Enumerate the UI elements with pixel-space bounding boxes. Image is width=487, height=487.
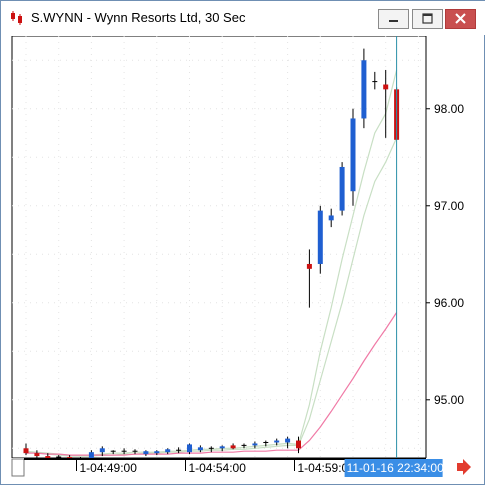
- candlestick-chart[interactable]: 98.00 97.00 96.00 95.00: [10, 36, 478, 458]
- candle-up: [285, 438, 291, 443]
- y-tick-label: 95.00: [434, 393, 464, 407]
- candle-up: [350, 118, 356, 192]
- window-title: S.WYNN - Wynn Resorts Ltd, 30 Sec: [31, 10, 246, 25]
- candle-down: [383, 84, 389, 90]
- candle-up: [187, 444, 192, 453]
- maximize-icon: [422, 13, 433, 24]
- x-tick-label: 1-04:59:00: [298, 461, 356, 475]
- title-bar[interactable]: S.WYNN - Wynn Resorts Ltd, 30 Sec: [1, 1, 486, 35]
- candle-up: [143, 451, 149, 455]
- candle-down: [306, 263, 312, 269]
- candle-up: [339, 166, 345, 211]
- moving-average-line: [26, 312, 398, 456]
- minimize-icon: [389, 20, 398, 22]
- scroll-thumb: [11, 458, 25, 477]
- candle-up: [99, 448, 105, 453]
- close-icon: [455, 13, 466, 24]
- y-tick-label: 97.00: [434, 199, 464, 213]
- candle-up: [252, 443, 258, 446]
- x-tick-label: 1-04:49:00: [80, 461, 138, 475]
- candle-up: [274, 440, 280, 443]
- candle-up: [88, 452, 94, 458]
- candle-up: [197, 447, 203, 451]
- cursor-time-highlight: [344, 459, 443, 477]
- candle-up: [328, 215, 334, 221]
- candle-down: [230, 445, 236, 449]
- candle-up: [219, 446, 225, 449]
- close-button[interactable]: [445, 9, 476, 29]
- candle-up: [317, 210, 323, 264]
- plot-frame: [11, 36, 427, 458]
- candle-down: [23, 448, 29, 454]
- candle-up: [154, 451, 160, 454]
- candlestick-app-icon: [11, 11, 22, 25]
- y-tick-label: 98.00: [434, 102, 464, 116]
- red-right-arrow-icon[interactable]: [457, 459, 471, 475]
- minimize-button[interactable]: [378, 9, 409, 29]
- candle-down: [45, 456, 51, 458]
- candle-down: [296, 440, 301, 449]
- candle-down: [34, 453, 40, 457]
- y-tick-label: 96.00: [434, 296, 464, 310]
- x-tick-label: 1-04:54:00: [189, 461, 247, 475]
- candle-up: [165, 449, 171, 453]
- maximize-button[interactable]: [412, 9, 443, 29]
- candle-up: [361, 60, 367, 119]
- cursor-time-label: 11-01-16 22:34:00: [347, 461, 445, 475]
- candle-down: [67, 457, 73, 458]
